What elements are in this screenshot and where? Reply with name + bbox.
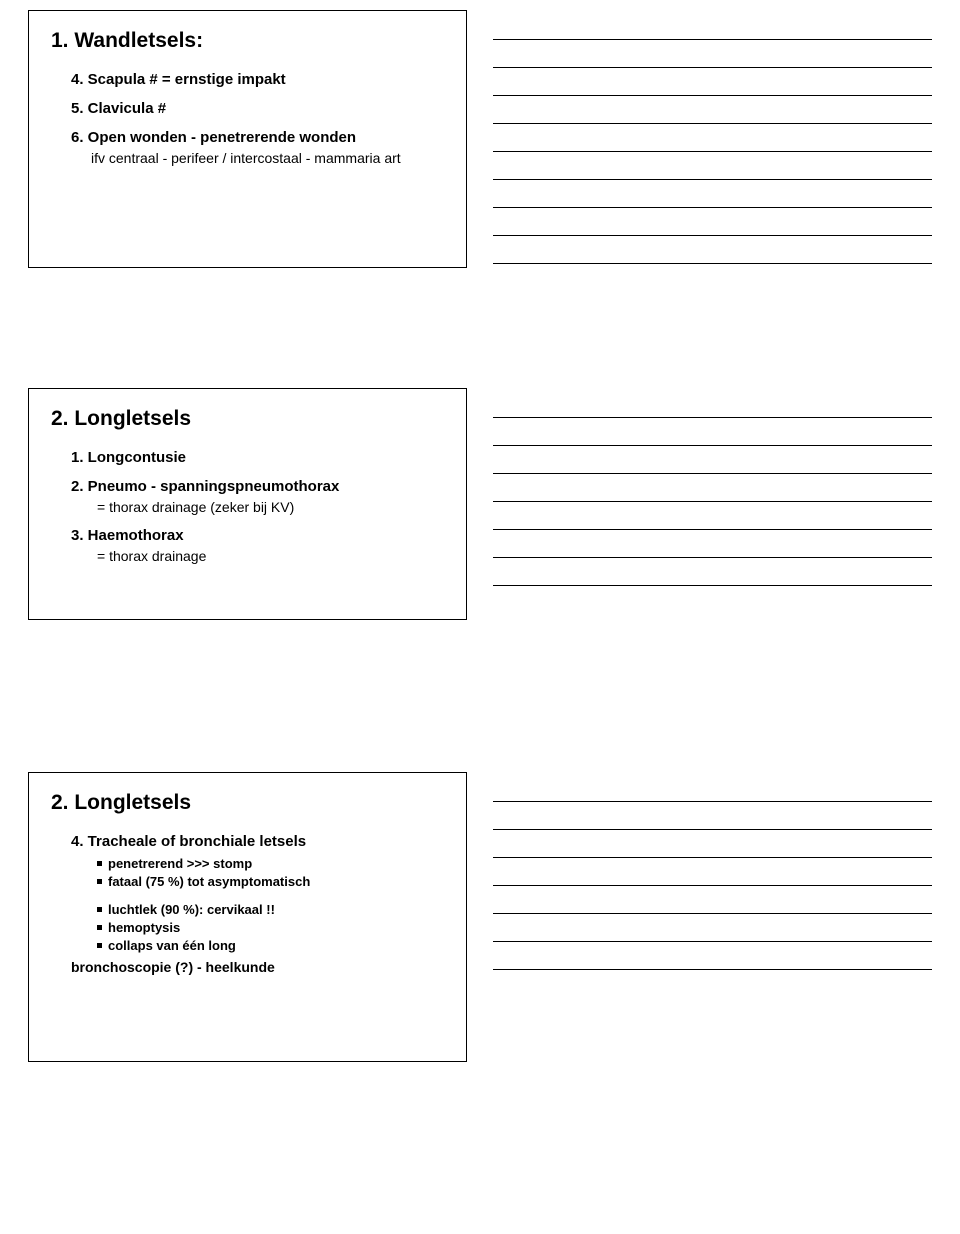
bullet-text: fataal (75 %) tot asymptomatisch: [108, 874, 310, 889]
slide-1-item-1: 4. Scapula # = ernstige impakt: [71, 71, 444, 88]
slide-2-sub-2: = thorax drainage (zeker bij KV): [97, 499, 444, 515]
note-line: [493, 418, 932, 446]
notes-1: [493, 10, 932, 268]
slide-2-item-1: 1. Longcontusie: [71, 449, 444, 466]
slide-2: 2. Longletsels 1. Longcontusie 2. Pneumo…: [28, 388, 467, 620]
note-line: [493, 474, 932, 502]
note-line: [493, 208, 932, 236]
note-line: [493, 830, 932, 858]
slide-3-bullet-2: fataal (75 %) tot asymptomatisch: [97, 874, 444, 889]
note-line: [493, 96, 932, 124]
note-line: [493, 152, 932, 180]
slide-2-item-2: 2. Pneumo - spanningspneumothorax: [71, 478, 444, 495]
slide-3-last: bronchoscopie (?) - heelkunde: [71, 959, 444, 975]
slide-3-bullet-5: collaps van één long: [97, 938, 444, 953]
bullet-text: hemoptysis: [108, 920, 180, 935]
note-line: [493, 530, 932, 558]
slide-2-item-3: 3. Haemothorax: [71, 527, 444, 544]
slide-3-bullet-4: hemoptysis: [97, 920, 444, 935]
note-line: [493, 886, 932, 914]
slide-3-bullet-3: luchtlek (90 %): cervikaal !!: [97, 902, 444, 917]
slide-3-item-1: 4. Tracheale of bronchiale letsels: [71, 833, 444, 850]
slide-1-item-2: 5. Clavicula #: [71, 100, 444, 117]
note-line: [493, 236, 932, 264]
bullet-text: penetrerend >>> stomp: [108, 856, 252, 871]
slide-3-bullet-1: penetrerend >>> stomp: [97, 856, 444, 871]
slide-1-title: 1. Wandletsels:: [51, 29, 444, 53]
note-line: [493, 40, 932, 68]
note-line: [493, 68, 932, 96]
slide-2-sub-3: = thorax drainage: [97, 548, 444, 564]
note-line: [493, 942, 932, 970]
note-line: [493, 558, 932, 586]
slide-row-1: 1. Wandletsels: 4. Scapula # = ernstige …: [0, 0, 960, 268]
note-line: [493, 858, 932, 886]
slide-1: 1. Wandletsels: 4. Scapula # = ernstige …: [28, 10, 467, 268]
slide-row-2: 2. Longletsels 1. Longcontusie 2. Pneumo…: [0, 268, 960, 620]
notes-2: [493, 388, 932, 620]
bullet-text: luchtlek (90 %): cervikaal !!: [108, 902, 275, 917]
slide-3: 2. Longletsels 4. Tracheale of bronchial…: [28, 772, 467, 1062]
note-line: [493, 124, 932, 152]
slide-row-3: 2. Longletsels 4. Tracheale of bronchial…: [0, 620, 960, 1062]
slide-1-item-3: 6. Open wonden - penetrerende wonden: [71, 129, 444, 146]
note-line: [493, 390, 932, 418]
slide-3-bullets: penetrerend >>> stomp fataal (75 %) tot …: [97, 856, 444, 953]
note-line: [493, 914, 932, 942]
slide-2-title: 2. Longletsels: [51, 407, 444, 431]
notes-3: [493, 772, 932, 1062]
note-line: [493, 180, 932, 208]
slide-1-sub-3: ifv centraal - perifeer / intercostaal -…: [91, 150, 444, 166]
note-line: [493, 446, 932, 474]
bullet-text: collaps van één long: [108, 938, 236, 953]
note-line: [493, 802, 932, 830]
slide-3-title: 2. Longletsels: [51, 791, 444, 815]
note-line: [493, 12, 932, 40]
note-line: [493, 774, 932, 802]
note-line: [493, 502, 932, 530]
